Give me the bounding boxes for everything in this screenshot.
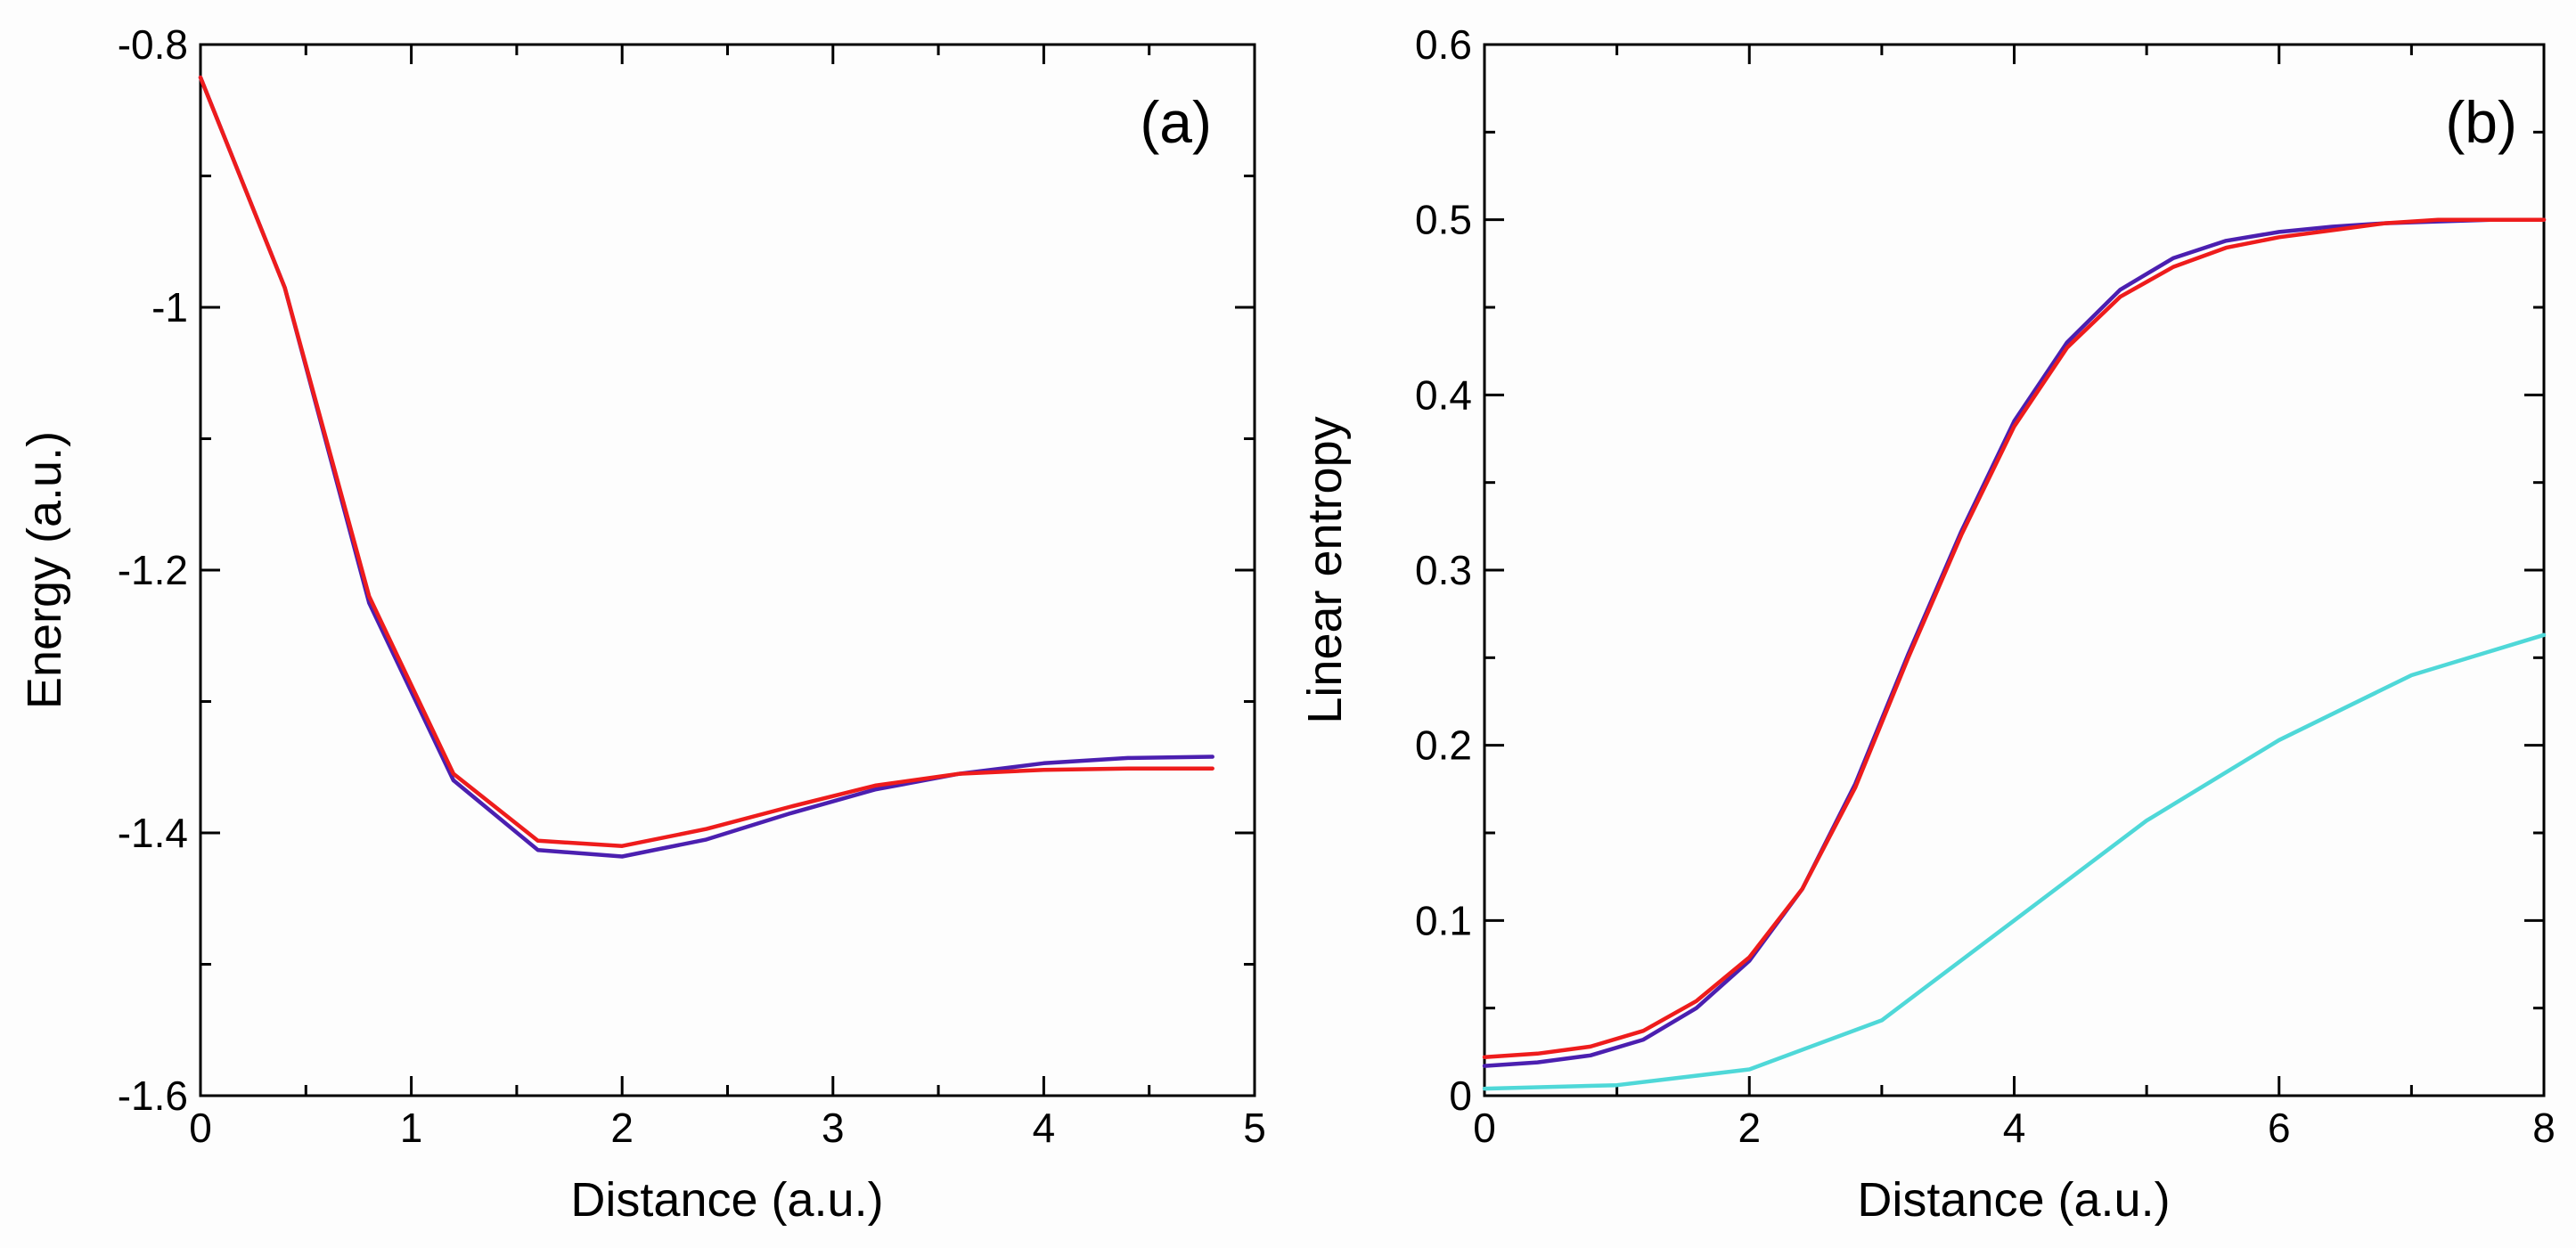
x-tick-label: 1 (400, 1105, 423, 1151)
x-tick-label: 5 (1243, 1105, 1266, 1151)
y-tick-label: 0.2 (1415, 722, 1472, 769)
panel-a-label: (a) (1140, 89, 1212, 155)
panel-b-label: (b) (2445, 89, 2517, 155)
panel-a-series (198, 75, 1214, 859)
x-tick-label: 2 (610, 1105, 634, 1151)
panel-b-x-axis-title: Distance (a.u.) (1857, 1173, 2170, 1227)
x-tick-label: 0 (1473, 1105, 1496, 1151)
y-tick-label: 0.1 (1415, 897, 1472, 943)
y-tick-label: 0.3 (1415, 547, 1472, 593)
y-tick-label: 0 (1449, 1073, 1472, 1119)
panel-b-ticks: 0 2 4 6 8 0 0.1 0.2 0.3 0.4 0.5 0.6 (1415, 21, 2556, 1151)
y-tick-label: -1.2 (118, 547, 188, 593)
panel-b-frame (1483, 43, 2546, 1097)
panel-b-y-axis-title: Linear entropy (1298, 416, 1352, 723)
series-line-blue (198, 75, 1214, 859)
panel-a: 0 1 2 3 4 5 -0.8 -1 -1.2 -1.4 -1.6 (a) Distance (a… (18, 21, 1266, 1227)
y-tick-label: -1 (151, 284, 188, 330)
x-tick-label: 2 (1738, 1105, 1761, 1151)
x-tick-label: 8 (2532, 1105, 2556, 1151)
y-tick-label: -1.4 (118, 810, 188, 856)
series-line-blue (1482, 217, 2547, 1068)
panel-b-series (1482, 217, 2547, 1091)
panel-a-x-axis-title: Distance (a.u.) (570, 1173, 883, 1227)
x-tick-label: 4 (1033, 1105, 1056, 1151)
y-tick-label: 0.4 (1415, 371, 1472, 418)
x-tick-label: 6 (2268, 1105, 2291, 1151)
y-tick-label: -1.6 (118, 1073, 188, 1119)
x-tick-label: 0 (189, 1105, 212, 1151)
series-line-red (1482, 217, 2547, 1059)
series-line-cyan (1482, 632, 2547, 1091)
y-tick-label: -0.8 (118, 21, 188, 68)
x-tick-label: 4 (2003, 1105, 2026, 1151)
x-tick-label: 3 (822, 1105, 845, 1151)
panel-a-ticks: 0 1 2 3 4 5 -0.8 -1 -1.2 -1.4 -1.6 (118, 21, 1266, 1151)
y-tick-label: 0.6 (1415, 21, 1472, 68)
series-line-red (198, 75, 1214, 848)
panel-a-y-axis-title: Energy (a.u.) (18, 431, 71, 709)
y-tick-label: 0.5 (1415, 197, 1472, 243)
panel-b: 0 2 4 6 8 0 0.1 0.2 0.3 0.4 0.5 0.6 (b) Distance (a… (1298, 21, 2556, 1227)
